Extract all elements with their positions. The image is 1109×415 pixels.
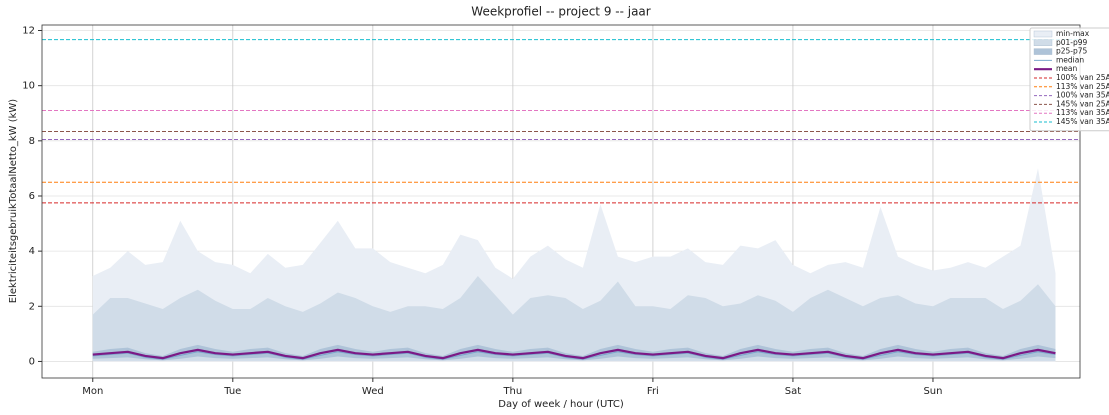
x-tick-label: Thu (502, 386, 522, 397)
legend-label: median (1056, 55, 1084, 64)
legend-swatch (1033, 48, 1053, 55)
y-axis-label: ElektriciteitsgebruikTotaalNetto_kW (kW) (8, 99, 19, 303)
legend-label: 113% van 25A (1056, 82, 1109, 91)
legend-label: 145% van 25A (1056, 99, 1109, 108)
legend-label: p01-p99 (1056, 38, 1088, 47)
legend-label: 100% van 35A (1056, 91, 1109, 100)
legend-label: p25-p75 (1056, 47, 1088, 56)
legend-swatch (1033, 30, 1053, 38)
series-line (92, 351, 1056, 360)
x-tick-label: Tue (223, 386, 241, 397)
x-tick-label: Fri (647, 386, 659, 397)
y-tick-label: 12 (22, 26, 35, 37)
plot-frame (41, 24, 1081, 379)
x-axis-label: Day of week / hour (UTC) (498, 399, 624, 410)
band-area (92, 275, 1056, 361)
y-tick-label: 8 (29, 136, 35, 147)
chart-title: Weekprofiel -- project 9 -- jaar (471, 5, 650, 19)
y-tick-label: 0 (29, 356, 35, 367)
x-tick-label: Mon (82, 386, 103, 397)
y-tick-label: 6 (29, 191, 35, 202)
legend-swatch (1033, 39, 1053, 46)
series-line (92, 348, 1056, 360)
legend-label: 113% van 35A (1056, 108, 1109, 117)
y-tick-label: 4 (29, 246, 35, 257)
legend-label: 145% van 35A (1056, 117, 1109, 126)
legend-label: mean (1056, 64, 1078, 73)
x-tick-label: Sun (923, 386, 942, 397)
band-area (92, 344, 1056, 361)
y-tick-label: 10 (22, 81, 35, 92)
x-tick-label: Wed (362, 386, 384, 397)
legend-label: 100% van 25A (1056, 73, 1109, 82)
y-tick-label: 2 (29, 301, 35, 312)
x-tick-label: Sat (785, 386, 801, 397)
legend-label: min-max (1056, 29, 1090, 38)
